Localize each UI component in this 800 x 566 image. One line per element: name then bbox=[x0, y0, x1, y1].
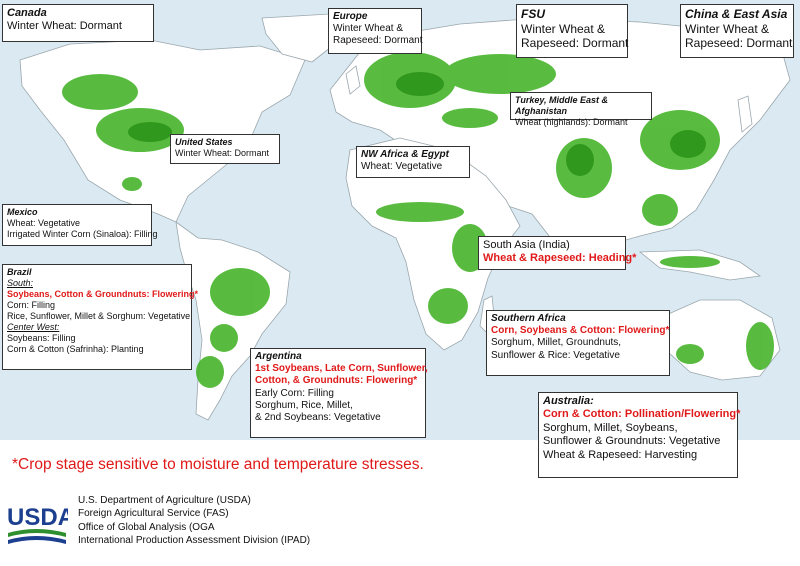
australia-line-2: Sunflower & Groundnuts: Vegetative bbox=[543, 435, 721, 448]
canada-title: Canada bbox=[7, 7, 47, 19]
crop-dense-europe bbox=[396, 72, 444, 96]
mexico-box: Mexico Wheat: Vegetative Irrigated Winte… bbox=[2, 204, 158, 246]
landmass-uk bbox=[345, 65, 361, 95]
brazil-cw-line-1: Soybeans: Filling bbox=[7, 332, 76, 343]
argentina-title: Argentina bbox=[255, 351, 302, 362]
crop-dense-china bbox=[670, 130, 706, 158]
safrica-title: Southern Africa bbox=[491, 313, 566, 324]
fsu-line-1: Winter Wheat & bbox=[521, 21, 606, 36]
canada-box: Canada Winter Wheat: Dormant bbox=[2, 4, 154, 42]
safrica-stage: Corn, Soybeans & Cotton: Flowering* bbox=[491, 325, 670, 337]
crop-brazil-cerrado bbox=[210, 268, 270, 316]
europe-line-2: Rapeseed: Dormant bbox=[333, 35, 423, 47]
agency-block: U.S. Department of Agriculture (USDA) Fo… bbox=[78, 494, 310, 547]
crop-se-asia bbox=[642, 194, 678, 226]
fsu-box: FSU Winter Wheat & Rapeseed: Dormant bbox=[516, 4, 628, 58]
australia-stage: Corn & Cotton: Pollination/Flowering* bbox=[543, 408, 741, 421]
brazil-south-line-1: Corn: Filling bbox=[7, 299, 56, 310]
europe-title: Europe bbox=[333, 11, 368, 22]
crop-indonesia bbox=[660, 256, 720, 268]
crop-sahel bbox=[376, 202, 464, 222]
brazil-title: Brazil bbox=[7, 267, 32, 277]
brazil-south-label: South: bbox=[7, 277, 34, 288]
crop-dense-us bbox=[128, 122, 172, 142]
crop-turkey bbox=[442, 108, 498, 128]
safrica-box: Southern Africa Corn, Soybeans & Cotton:… bbox=[486, 310, 670, 376]
turkey-box: Turkey, Middle East & Afghanistan Wheat … bbox=[510, 92, 652, 127]
crop-southern-africa bbox=[428, 288, 468, 324]
argentina-line-3: & 2nd Soybeans: Vegetative bbox=[255, 411, 381, 423]
footnote: *Crop stage sensitive to moisture and te… bbox=[12, 456, 424, 473]
brazil-south-line-2: Rice, Sunflower, Millet & Sorghum: Veget… bbox=[7, 310, 191, 321]
safrica-line-2: Sunflower & Rice: Vegetative bbox=[491, 349, 620, 361]
crop-fsu bbox=[444, 54, 556, 94]
agency-line-1: U.S. Department of Agriculture (USDA) bbox=[78, 495, 251, 506]
crop-brazil-south bbox=[210, 324, 238, 352]
argentina-line-2: Sorghum, Rice, Millet, bbox=[255, 399, 353, 411]
crop-australia-southwest bbox=[676, 344, 704, 364]
argentina-line-1: Early Corn: Filling bbox=[255, 387, 334, 399]
australia-line-1: Sorghum, Millet, Soybeans, bbox=[543, 421, 678, 434]
turkey-line-1: Wheat (highlands): Dormant bbox=[515, 116, 628, 127]
brazil-south-stage: Soybeans, Cotton & Groundnuts: Flowering… bbox=[7, 288, 198, 299]
fsu-line-2: Rapeseed: Dormant bbox=[521, 36, 629, 51]
china-line-2: Rapeseed: Dormant bbox=[685, 36, 793, 51]
nwafrica-box: NW Africa & Egypt Wheat: Vegetative bbox=[356, 146, 470, 178]
fsu-title: FSU bbox=[521, 7, 545, 21]
usda-logo: USDA bbox=[7, 504, 68, 544]
argentina-stage-1: 1st Soybeans, Late Corn, Sunflower, bbox=[255, 363, 428, 375]
australia-box: Australia: Corn & Cotton: Pollination/Fl… bbox=[538, 392, 741, 478]
argentina-box: Argentina 1st Soybeans, Late Corn, Sunfl… bbox=[250, 348, 428, 438]
brazil-box: Brazil South: Soybeans, Cotton & Groundn… bbox=[2, 264, 198, 370]
argentina-stage-2: Cotton, & Groundnuts: Flowering* bbox=[255, 375, 418, 387]
landmass-japan bbox=[737, 95, 753, 133]
brazil-cw-line-2: Corn & Cotton (Safrinha): Planting bbox=[7, 343, 144, 354]
crop-australia-east bbox=[746, 322, 774, 370]
crop-canadian-prairies bbox=[62, 74, 138, 110]
china-line-1: Winter Wheat & bbox=[685, 21, 770, 36]
brazil-cw-label: Center West: bbox=[7, 321, 60, 332]
southasia-title: South Asia (India) bbox=[483, 239, 570, 251]
canada-line-1: Winter Wheat: Dormant bbox=[7, 20, 122, 33]
southasia-box: South Asia (India) Wheat & Rapeseed: Hea… bbox=[478, 236, 637, 270]
australia-line-3: Wheat & Rapeseed: Harvesting bbox=[543, 448, 698, 461]
agency-line-4: International Production Assessment Divi… bbox=[78, 534, 311, 546]
crop-mexico bbox=[122, 177, 142, 191]
europe-box: Europe Winter Wheat & Rapeseed: Dormant bbox=[328, 8, 423, 54]
agency-line-2: Foreign Agricultural Service (FAS) bbox=[78, 508, 229, 520]
safrica-line-1: Sorghum, Millet, Groundnuts, bbox=[491, 337, 622, 349]
us-title: United States bbox=[175, 137, 233, 147]
crop-argentina-pampas bbox=[196, 356, 224, 388]
agency-line-3: Office of Global Analysis (OGA bbox=[78, 521, 215, 533]
nwafrica-title: NW Africa & Egypt bbox=[361, 149, 449, 160]
crop-dense-areas bbox=[128, 72, 706, 176]
nwafrica-line-1: Wheat: Vegetative bbox=[361, 161, 443, 173]
usda-logo-text: USDA bbox=[7, 504, 68, 531]
mexico-line-2: Irrigated Winter Corn (Sinaloa): Filling bbox=[7, 228, 158, 239]
china-box: China & East Asia Winter Wheat & Rapesee… bbox=[680, 4, 794, 58]
china-title: China & East Asia bbox=[685, 7, 788, 21]
mexico-title: Mexico bbox=[7, 207, 38, 217]
landmass-africa bbox=[345, 137, 521, 351]
turkey-title: Turkey, Middle East & Afghanistan bbox=[515, 95, 609, 116]
europe-line-1: Winter Wheat & bbox=[333, 23, 404, 35]
us-line-1: Winter Wheat: Dormant bbox=[175, 147, 270, 158]
southasia-stage: Wheat & Rapeseed: Heading* bbox=[483, 252, 637, 265]
us-box: United States Winter Wheat: Dormant bbox=[170, 134, 280, 164]
australia-title: Australia: bbox=[543, 395, 594, 407]
mexico-line-1: Wheat: Vegetative bbox=[7, 217, 81, 228]
crop-dense-india bbox=[566, 144, 594, 176]
